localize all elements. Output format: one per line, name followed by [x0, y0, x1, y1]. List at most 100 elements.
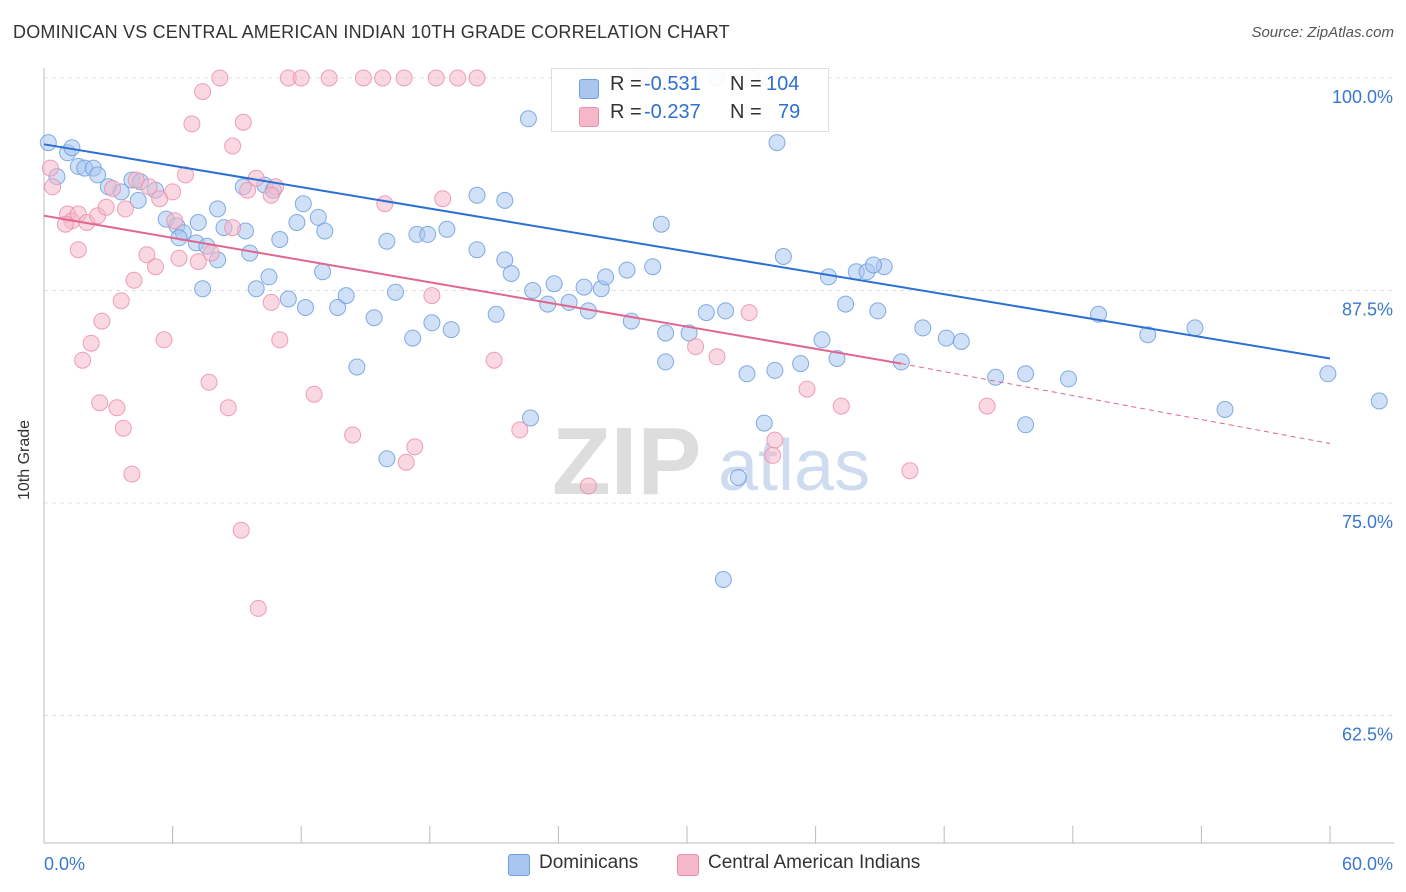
central-american-indian-point: [374, 69, 392, 87]
central-american-indian-point: [116, 200, 134, 218]
central-american-indian-point: [427, 69, 445, 87]
n-label: N =: [730, 73, 762, 95]
dominican-point: [952, 333, 970, 350]
central-american-indian-point: [832, 397, 850, 415]
central-american-indian-point: [511, 421, 529, 439]
dominican-point: [438, 220, 456, 238]
y-tick-label: 100.0%: [1332, 87, 1393, 107]
central-american-indian-point: [764, 446, 782, 464]
central-american-indian-point: [395, 69, 413, 87]
r-label: R =: [610, 101, 642, 123]
dominican-point: [869, 302, 887, 320]
dominican-point: [309, 208, 327, 226]
dominican-point: [1060, 370, 1077, 388]
dominican-point: [365, 309, 383, 327]
dominican-point: [39, 134, 57, 152]
dominican-point: [387, 283, 404, 301]
central-american-indian-point: [434, 190, 452, 208]
central-american-indian-point: [114, 419, 132, 437]
central-american-indian-point: [232, 521, 250, 539]
y-tick-label: 75.0%: [1342, 512, 1393, 532]
x-tick-label-max: 60.0%: [1342, 854, 1393, 874]
watermark: ZIP atlas: [552, 408, 870, 515]
central-american-indian-point: [766, 431, 784, 449]
central-american-indians-swatch: [579, 107, 599, 127]
r-label: R =: [610, 73, 642, 95]
n-value: 79: [778, 101, 801, 123]
central-american-indian-point: [170, 249, 188, 267]
grid-layer: [44, 77, 1394, 716]
dominican-point: [1139, 326, 1157, 344]
stats-row-dominicans: R = -0.531 N = 104: [552, 73, 828, 101]
central-american-indian-point: [687, 338, 705, 356]
y-tick-label: 87.5%: [1342, 300, 1393, 320]
central-american-indian-point: [249, 599, 267, 617]
central-american-indian-point: [292, 69, 310, 87]
n-label: N =: [730, 101, 762, 123]
dominican-point: [575, 278, 593, 296]
y-tick-label: 62.5%: [1342, 725, 1393, 745]
central-american-indian-point: [91, 394, 109, 412]
legend-label: Central American Indians: [708, 852, 921, 873]
dominicans-trendline: [43, 143, 1331, 360]
central-american-indian-point: [271, 331, 289, 349]
central-american-indian-point: [485, 351, 503, 369]
dominican-point: [271, 231, 289, 248]
central-american-indians-trendline-extension: [901, 363, 1331, 444]
dominican-point: [813, 331, 831, 349]
dominican-point: [717, 302, 735, 320]
central-american-indian-point: [125, 271, 143, 289]
central-american-indian-point: [234, 113, 252, 131]
central-american-indian-point: [82, 334, 100, 352]
dominican-point: [828, 350, 846, 367]
central-american-indian-point: [262, 293, 280, 311]
central-american-indian-point: [104, 180, 122, 197]
dominican-point: [774, 248, 792, 265]
watermark-zip: ZIP: [552, 408, 701, 515]
dominican-point: [987, 368, 1005, 386]
dominican-point: [329, 299, 347, 316]
central-american-indian-point: [108, 399, 126, 417]
dominican-point: [468, 241, 486, 259]
central-american-indian-point: [376, 195, 394, 213]
central-american-indian-point: [901, 462, 919, 480]
dominicans-swatch: [508, 854, 530, 876]
tick-labels: 62.5% 75.0% 87.5% 100.0% 0.0% 60.0%: [44, 87, 1393, 874]
dominican-point: [404, 329, 422, 347]
central-american-indian-point: [354, 69, 372, 87]
central-american-indian-point: [224, 137, 242, 155]
central-american-indian-point: [219, 399, 237, 417]
central-american-indians-trendline: [43, 214, 902, 365]
dominican-point: [496, 251, 514, 269]
dominican-point: [644, 258, 662, 276]
dominican-point: [378, 450, 396, 468]
dominican-point: [496, 191, 514, 209]
central-american-indian-point: [147, 258, 164, 276]
dominican-point: [729, 469, 747, 486]
central-american-indian-point: [183, 115, 201, 133]
central-american-indian-point: [320, 69, 338, 87]
x-tick-label-min: 0.0%: [44, 854, 85, 874]
axis-layer: [43, 68, 1394, 844]
dominican-point: [597, 268, 615, 286]
dominican-point: [1186, 319, 1204, 337]
dominican-point: [1017, 365, 1035, 383]
central-american-indian-point: [123, 465, 141, 483]
central-american-indian-point: [69, 241, 87, 259]
stats-legend: R = -0.531 N = 104 R = -0.237 N = 79: [551, 68, 829, 132]
dominican-point: [524, 282, 542, 299]
central-american-indian-point: [97, 198, 115, 216]
source-label: Source: ZipAtlas.com: [1251, 24, 1394, 41]
dominican-point: [209, 200, 227, 218]
dominican-point: [714, 571, 732, 588]
dominican-point: [247, 280, 265, 298]
trend-layer: [43, 143, 1331, 444]
dominican-point: [657, 324, 675, 342]
series-legend: Dominicans Central American Indians: [0, 852, 1406, 876]
central-american-indian-point: [798, 380, 816, 398]
dominican-point: [194, 280, 212, 298]
dominican-point: [768, 134, 786, 152]
dominican-point: [502, 265, 520, 282]
dominican-point: [316, 222, 334, 240]
